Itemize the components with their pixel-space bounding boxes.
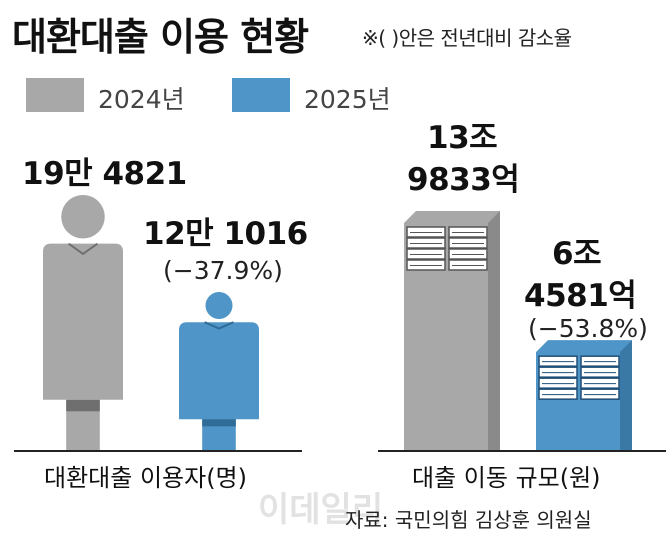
value-label-amount-2024-line2: 9833억 xyxy=(407,162,520,198)
person-2024-belt xyxy=(66,399,100,412)
change-label-amount: (−53.8%) xyxy=(528,314,648,343)
legend-label-2025: 2025년 xyxy=(304,85,391,114)
person-2025-collar xyxy=(204,321,234,330)
person-2025-head xyxy=(205,291,233,320)
person-2024-head xyxy=(61,195,105,239)
bar-users-2024 xyxy=(43,195,123,451)
chart-note: ※( )안은 전년대비 감소율 xyxy=(362,26,572,50)
value-label-amount-2025-line2: 4581억 xyxy=(524,278,637,314)
value-label-users-2024: 19만 4821 xyxy=(22,156,187,192)
legend-label-2024: 2024년 xyxy=(98,85,185,114)
bar-users-2025 xyxy=(179,291,259,451)
value-label-amount-2024-line1: 13조 xyxy=(427,120,498,156)
chart-title: 대환대출 이용 현황 xyxy=(12,15,309,59)
bar-amount-2024 xyxy=(404,211,500,451)
legend-swatch-2025 xyxy=(232,78,290,112)
watermark-logo: 이데일리 xyxy=(258,490,384,530)
legend-swatch-2024 xyxy=(26,78,84,112)
person-2025-torso xyxy=(179,322,259,420)
person-2024-torso xyxy=(43,243,123,400)
value-label-users-2025: 12만 1016 xyxy=(143,216,308,252)
x-label-users: 대환대출 이용자(명) xyxy=(44,464,247,492)
stack-2025-side xyxy=(620,340,632,451)
person-2024-collar xyxy=(68,242,98,256)
person-2025-belt xyxy=(202,419,236,427)
change-label-users: (−37.9%) xyxy=(163,256,283,285)
source-note: 자료: 국민의힘 김상훈 의원실 xyxy=(345,508,592,532)
stack-2024-block xyxy=(404,211,500,451)
stack-2024-side xyxy=(488,211,500,451)
bar-amount-2025 xyxy=(536,340,632,451)
x-label-amount: 대출 이동 규모(원) xyxy=(412,464,601,492)
value-label-amount-2025-line1: 6조 xyxy=(552,236,602,272)
